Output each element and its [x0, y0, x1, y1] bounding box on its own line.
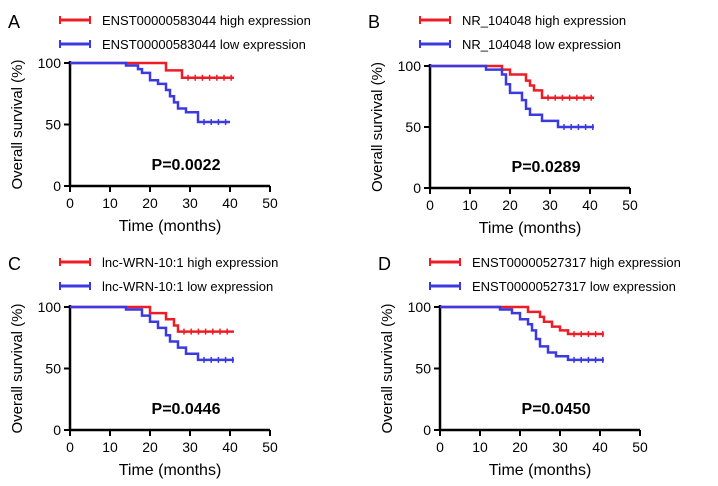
x-tick-label: 30	[552, 439, 568, 455]
x-axis-label: Time (months)	[119, 462, 222, 479]
y-tick-label: 50	[45, 361, 61, 377]
x-tick-label: 0	[66, 195, 74, 211]
survival-curve-low	[430, 64, 594, 129]
x-tick-label: 10	[472, 439, 488, 455]
y-tick-label: 100	[38, 55, 62, 71]
x-tick-label: 50	[262, 195, 278, 211]
x-tick-label: 20	[142, 439, 158, 455]
y-axis-label: Overall survival (%)	[9, 303, 26, 433]
y-tick-label: 0	[423, 422, 431, 438]
x-tick-label: 10	[462, 197, 478, 213]
x-tick-label: 40	[222, 439, 238, 455]
x-axis-label: Time (months)	[479, 220, 582, 237]
p-value: P=0.0446	[152, 401, 221, 418]
survival-curve-high	[70, 305, 234, 333]
y-tick-label: 100	[398, 58, 422, 74]
x-tick-label: 40	[222, 195, 238, 211]
legend-label: lnc-WRN-10:1 high expression	[102, 255, 278, 270]
survival-curve-high	[70, 61, 234, 80]
panel-D: D ENST00000527317 high expression ENST0000…	[378, 254, 681, 479]
panel-B: B NR_104048 high expression NR_104048 low …	[368, 12, 638, 237]
y-tick-label: 0	[413, 180, 421, 196]
survival-curve-high	[440, 305, 604, 336]
x-tick-label: 10	[102, 195, 118, 211]
y-tick-label: 100	[38, 299, 62, 315]
x-tick-label: 30	[182, 439, 198, 455]
y-tick-label: 0	[53, 178, 61, 194]
legend-label: ENST00000527317 high expression	[472, 255, 681, 270]
survival-curve-low	[70, 61, 230, 124]
x-tick-label: 30	[542, 197, 558, 213]
x-tick-label: 20	[512, 439, 528, 455]
x-tick-label: 0	[436, 439, 444, 455]
x-tick-label: 40	[592, 439, 608, 455]
legend-label: NR_104048 low expression	[462, 37, 621, 52]
legend-label: ENST00000583044 high expression	[102, 13, 311, 28]
y-tick-label: 50	[45, 117, 61, 133]
p-value: P=0.0022	[152, 157, 221, 174]
panel-A: A ENST00000583044 high expression ENST0000…	[8, 12, 311, 235]
survival-curve-low	[440, 305, 604, 362]
legend-label: NR_104048 high expression	[462, 13, 626, 28]
survival-curve-low	[70, 305, 234, 362]
panel-letter: D	[378, 254, 391, 274]
y-tick-label: 0	[53, 422, 61, 438]
x-tick-label: 50	[262, 439, 278, 455]
x-tick-label: 10	[102, 439, 118, 455]
y-axis-label: Overall survival (%)	[369, 62, 386, 192]
x-tick-label: 50	[632, 439, 648, 455]
legend-label: lnc-WRN-10:1 low expression	[102, 279, 273, 294]
legend-label: ENST00000583044 low expression	[102, 37, 306, 52]
x-tick-label: 50	[622, 197, 638, 213]
panel-letter: B	[368, 12, 380, 32]
x-tick-label: 20	[142, 195, 158, 211]
x-axis-label: Time (months)	[489, 462, 592, 479]
panel-letter: C	[8, 254, 21, 274]
x-tick-label: 0	[426, 197, 434, 213]
y-axis-label: Overall survival (%)	[9, 59, 26, 189]
y-tick-label: 50	[405, 119, 421, 135]
y-axis-label: Overall survival (%)	[379, 303, 396, 433]
x-tick-label: 40	[582, 197, 598, 213]
panel-letter: A	[8, 12, 20, 32]
x-axis-label: Time (months)	[119, 218, 222, 235]
y-tick-label: 100	[408, 299, 432, 315]
y-tick-label: 50	[415, 361, 431, 377]
p-value: P=0.0450	[522, 401, 591, 418]
p-value: P=0.0289	[512, 159, 581, 176]
legend-label: ENST00000527317 low expression	[472, 279, 676, 294]
survival-curve-high	[430, 64, 594, 99]
x-tick-label: 0	[66, 439, 74, 455]
x-tick-label: 30	[182, 195, 198, 211]
x-tick-label: 20	[502, 197, 518, 213]
